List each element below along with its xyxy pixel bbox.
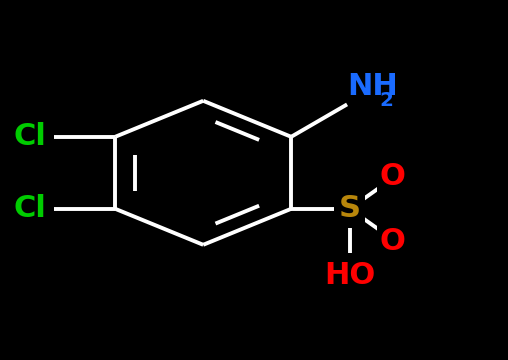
Text: Cl: Cl xyxy=(14,122,47,151)
Text: O: O xyxy=(380,162,406,191)
Text: Cl: Cl xyxy=(14,194,47,223)
Text: 2: 2 xyxy=(379,91,394,110)
Text: HO: HO xyxy=(324,261,375,290)
Text: S: S xyxy=(339,194,361,223)
Text: NH: NH xyxy=(347,72,398,101)
Text: O: O xyxy=(380,227,406,256)
